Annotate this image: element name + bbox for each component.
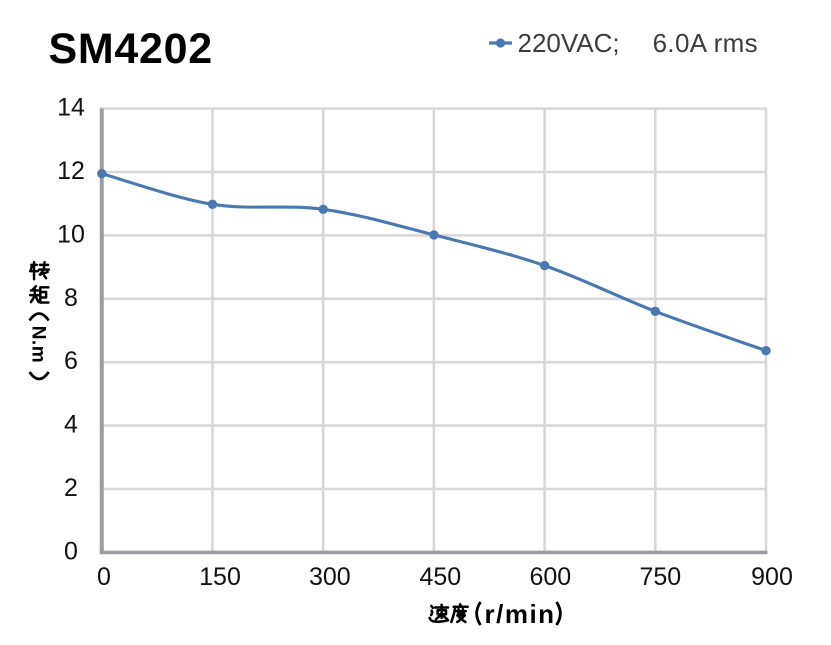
svg-text:300: 300	[309, 563, 351, 591]
svg-text:750: 750	[639, 563, 681, 591]
svg-text:150: 150	[199, 563, 241, 591]
svg-text:0: 0	[64, 537, 78, 565]
svg-text:220VAC;: 220VAC;	[518, 28, 620, 58]
svg-text:SM4202: SM4202	[49, 25, 213, 73]
svg-text:0: 0	[97, 563, 111, 591]
svg-text:8: 8	[64, 284, 78, 312]
svg-text:12: 12	[57, 157, 85, 185]
svg-text:6.0A rms: 6.0A rms	[653, 28, 758, 58]
svg-text:14: 14	[57, 94, 85, 122]
svg-text:r/min: r/min	[485, 599, 556, 629]
svg-text:2: 2	[64, 474, 78, 502]
svg-text:600: 600	[529, 563, 571, 591]
svg-text:6: 6	[64, 347, 78, 375]
svg-text:900: 900	[751, 563, 793, 591]
svg-text:4: 4	[64, 411, 78, 439]
svg-text:N.m: N.m	[27, 326, 48, 363]
svg-text:450: 450	[419, 563, 461, 591]
svg-text:10: 10	[57, 220, 85, 248]
